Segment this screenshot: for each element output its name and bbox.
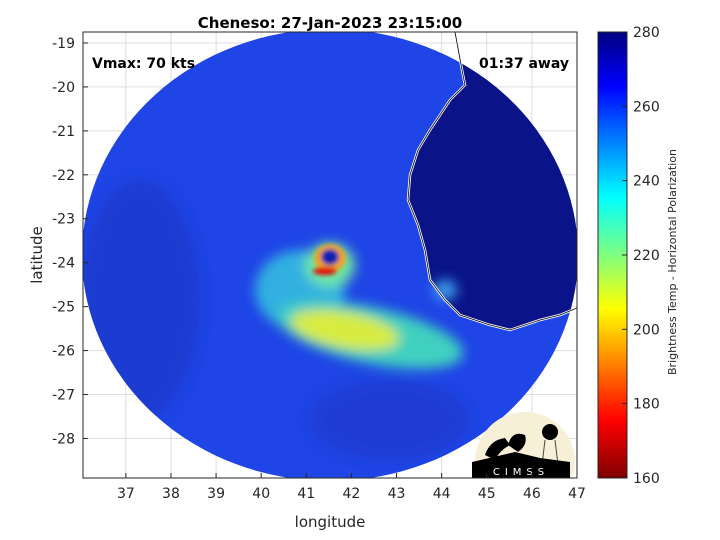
y-tick-label: -22 (52, 168, 75, 184)
colorbar-tick-label: 240 (633, 174, 660, 190)
coastline-outline (407, 32, 577, 331)
colorbar-ticks: 280 260 240 220 200 180 160 (622, 25, 660, 487)
x-tick-label: 44 (433, 486, 451, 502)
axes-frame (82, 31, 578, 479)
y-axis-ticks: -19 -20 -21 -22 -23 -24 -25 -26 -27 -28 (52, 36, 88, 447)
x-tick-label: 38 (162, 486, 180, 502)
time-away-label: 01:37 away (479, 56, 569, 72)
x-tick-label: 40 (252, 486, 270, 502)
y-tick-label: -26 (52, 344, 75, 360)
logo-text: CIMSS (493, 467, 549, 478)
y-tick-label: -24 (52, 256, 75, 272)
x-tick-label: 46 (523, 486, 541, 502)
colorbar-tick-label: 180 (633, 397, 660, 413)
colorbar-tick-label: 280 (633, 25, 660, 41)
building-icon (472, 452, 570, 478)
vmax-label: Vmax: 70 kts (92, 56, 195, 72)
water-tower-icon (542, 424, 558, 440)
x-tick-label: 47 (568, 486, 586, 502)
cimss-logo: CIMSS (472, 412, 575, 478)
y-tick-label: -20 (52, 80, 75, 96)
colorbar-tick-label: 200 (633, 322, 660, 338)
satellite-dish-icon (485, 438, 510, 460)
x-tick-label: 39 (207, 486, 225, 502)
y-axis-label: latitude (28, 226, 46, 284)
y-tick-label: -21 (52, 124, 75, 140)
x-tick-label: 41 (297, 486, 315, 502)
x-axis-label: longitude (295, 513, 366, 531)
x-axis-ticks: 37 38 39 40 41 42 43 44 45 46 47 (117, 473, 586, 502)
x-tick-label: 45 (478, 486, 496, 502)
eyewall (313, 244, 346, 275)
colorbar-tick-label: 220 (633, 248, 660, 264)
x-tick-label: 42 (343, 486, 361, 502)
satellite-dish-icon (508, 433, 526, 452)
y-tick-label: -28 (52, 431, 75, 447)
colorbar-label: Brightness Temp - Horizontal Polarizatio… (666, 149, 679, 375)
y-tick-label: -25 (52, 300, 75, 316)
plot-title: Cheneso: 27-Jan-2023 23:15:00 (198, 14, 462, 32)
y-tick-label: -23 (52, 212, 75, 228)
x-tick-label: 43 (388, 486, 406, 502)
x-tick-label: 37 (117, 486, 135, 502)
eye (321, 249, 339, 265)
colorbar-tick-label: 260 (633, 99, 660, 115)
colorbar-tick-label: 160 (633, 471, 660, 487)
y-tick-label: -19 (52, 36, 75, 52)
y-tick-label: -27 (52, 388, 75, 404)
